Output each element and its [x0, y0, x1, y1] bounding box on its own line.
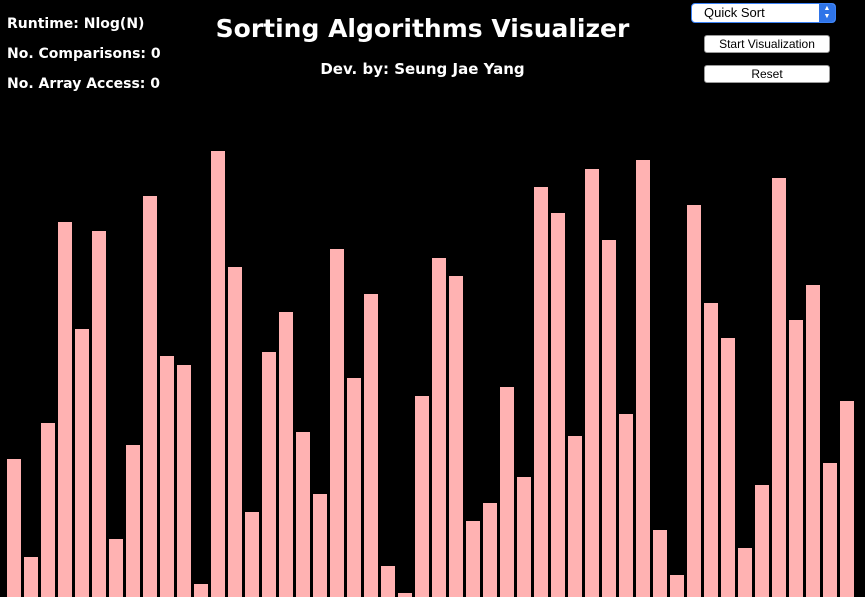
array-bar	[109, 539, 123, 597]
array-bar	[551, 213, 565, 597]
array-bar	[75, 329, 89, 597]
array-bar	[415, 396, 429, 597]
array-bar	[228, 267, 242, 597]
algorithm-select[interactable]: Quick Sort ▲ ▼	[691, 3, 836, 23]
array-bar	[7, 459, 21, 597]
array-bar	[449, 276, 463, 597]
array-bar	[58, 222, 72, 597]
array-bar	[517, 477, 531, 597]
array-bar	[296, 432, 310, 597]
array-bar	[568, 436, 582, 597]
array-bar	[789, 320, 803, 597]
array-bar	[806, 285, 820, 597]
array-bar	[670, 575, 684, 597]
array-bar	[177, 365, 191, 597]
runtime-label: Runtime: Nlog(N)	[7, 16, 145, 32]
array-bar	[245, 512, 259, 597]
array-bar	[313, 494, 327, 597]
array-bar	[585, 169, 599, 597]
array-bar	[398, 593, 412, 597]
array-bar	[432, 258, 446, 597]
array-bar	[840, 401, 854, 597]
array-access-counter: No. Array Access: 0	[7, 76, 160, 92]
array-bar	[755, 485, 769, 597]
array-bar	[483, 503, 497, 597]
array-bar	[619, 414, 633, 597]
array-bar	[211, 151, 225, 597]
array-bar	[534, 187, 548, 597]
page-title: Sorting Algorithms Visualizer	[215, 14, 630, 43]
array-bar	[772, 178, 786, 597]
array-bar	[636, 160, 650, 597]
array-bar	[381, 566, 395, 597]
select-arrows-icon: ▲ ▼	[819, 4, 835, 22]
array-bar	[262, 352, 276, 597]
array-bar	[721, 338, 735, 597]
array-bar	[41, 423, 55, 597]
reset-button[interactable]: Reset	[704, 65, 830, 83]
array-bar	[347, 378, 361, 597]
array-bar	[160, 356, 174, 597]
array-bar	[143, 196, 157, 597]
array-bar	[704, 303, 718, 597]
array-bar	[126, 445, 140, 597]
array-bar	[330, 249, 344, 597]
developer-credit: Dev. by: Seung Jae Yang	[320, 60, 525, 78]
array-bar	[823, 463, 837, 597]
array-bar	[279, 312, 293, 597]
array-bar	[738, 548, 752, 597]
comparisons-counter: No. Comparisons: 0	[7, 46, 161, 62]
array-bar	[364, 294, 378, 597]
array-bar	[194, 584, 208, 597]
array-bar	[466, 521, 480, 597]
algorithm-select-value: Quick Sort	[704, 5, 765, 20]
array-bar	[92, 231, 106, 597]
array-bar	[500, 387, 514, 597]
array-bar	[687, 205, 701, 597]
array-bar	[653, 530, 667, 597]
array-bar	[602, 240, 616, 597]
array-bar	[24, 557, 38, 597]
start-visualization-button[interactable]: Start Visualization	[704, 35, 830, 53]
